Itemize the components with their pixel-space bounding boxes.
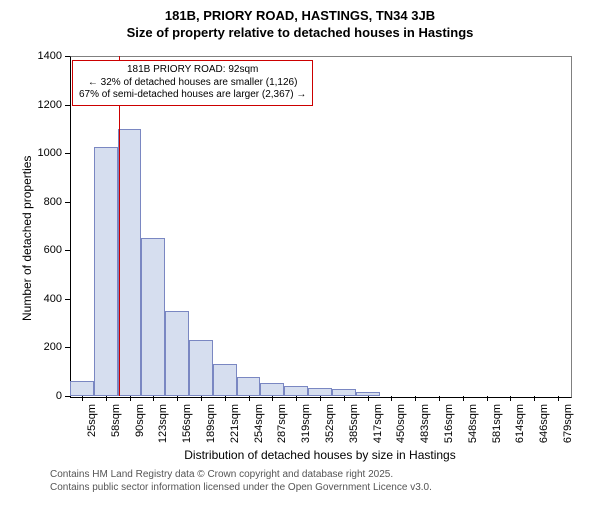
x-tick-label: 90sqm [134, 404, 146, 444]
y-tick-mark [65, 202, 70, 203]
x-tick-mark [249, 396, 250, 401]
x-tick-label: 483sqm [419, 404, 431, 444]
x-tick-mark [391, 396, 392, 401]
x-tick-mark [201, 396, 202, 401]
y-tick-mark [65, 56, 70, 57]
x-tick-label: 385sqm [348, 404, 360, 444]
x-tick-mark [510, 396, 511, 401]
annotation-line1: 181B PRIORY ROAD: 92sqm [79, 64, 306, 77]
x-tick-label: 319sqm [300, 404, 312, 444]
y-tick-mark [65, 250, 70, 251]
histogram-bar [308, 388, 332, 397]
histogram-bar [165, 311, 189, 396]
y-tick-label: 1000 [32, 147, 62, 159]
x-tick-label: 646sqm [538, 404, 550, 444]
y-tick-mark [65, 153, 70, 154]
x-tick-mark [272, 396, 273, 401]
x-tick-label: 287sqm [276, 404, 288, 444]
x-tick-mark [153, 396, 154, 401]
x-axis-label: Distribution of detached houses by size … [70, 448, 570, 462]
histogram-bar [118, 129, 142, 396]
x-tick-mark [106, 396, 107, 401]
x-tick-mark [320, 396, 321, 401]
x-tick-mark [534, 396, 535, 401]
histogram-bar [332, 389, 356, 396]
x-tick-mark [487, 396, 488, 401]
chart-title-line1: 181B, PRIORY ROAD, HASTINGS, TN34 3JB [0, 8, 600, 23]
x-tick-mark [296, 396, 297, 401]
x-tick-mark [558, 396, 559, 401]
y-tick-label: 600 [32, 244, 62, 256]
footer-line1: Contains HM Land Registry data © Crown c… [50, 468, 432, 481]
x-tick-mark [177, 396, 178, 401]
property-marker-line [119, 56, 120, 396]
x-tick-mark [415, 396, 416, 401]
x-tick-label: 123sqm [157, 404, 169, 444]
x-tick-label: 516sqm [443, 404, 455, 444]
histogram-bar [94, 147, 118, 396]
footer-line2: Contains public sector information licen… [50, 481, 432, 494]
x-tick-label: 548sqm [467, 404, 479, 444]
x-tick-label: 156sqm [181, 404, 193, 444]
x-tick-label: 679sqm [562, 404, 574, 444]
x-tick-mark [439, 396, 440, 401]
x-tick-label: 352sqm [324, 404, 336, 444]
x-tick-label: 254sqm [253, 404, 265, 444]
property-annotation: 181B PRIORY ROAD: 92sqm← 32% of detached… [72, 60, 313, 106]
histogram-bar [284, 386, 308, 396]
y-tick-label: 200 [32, 341, 62, 353]
y-tick-label: 1400 [32, 50, 62, 62]
y-tick-mark [65, 396, 70, 397]
x-tick-mark [344, 396, 345, 401]
x-tick-mark [368, 396, 369, 401]
annotation-line2: ← 32% of detached houses are smaller (1,… [79, 77, 306, 90]
chart-footer: Contains HM Land Registry data © Crown c… [50, 468, 432, 494]
y-tick-mark [65, 105, 70, 106]
x-tick-mark [463, 396, 464, 401]
chart-title-line2: Size of property relative to detached ho… [0, 25, 600, 40]
x-tick-label: 25sqm [86, 404, 98, 444]
y-tick-label: 1200 [32, 99, 62, 111]
histogram-bar [213, 364, 237, 396]
x-tick-mark [130, 396, 131, 401]
x-tick-mark [225, 396, 226, 401]
y-tick-label: 0 [32, 390, 62, 402]
histogram-bar [189, 340, 213, 396]
y-tick-label: 800 [32, 196, 62, 208]
x-tick-label: 417sqm [372, 404, 384, 444]
y-tick-mark [65, 299, 70, 300]
x-tick-label: 581sqm [491, 404, 503, 444]
histogram-bar [237, 377, 261, 396]
histogram-bar [260, 383, 284, 396]
x-tick-label: 614sqm [514, 404, 526, 444]
x-tick-label: 221sqm [229, 404, 241, 444]
histogram-bar [141, 238, 165, 396]
x-tick-mark [82, 396, 83, 401]
x-tick-label: 189sqm [205, 404, 217, 444]
x-tick-label: 450sqm [395, 404, 407, 444]
annotation-line3: 67% of semi-detached houses are larger (… [79, 89, 306, 102]
x-tick-label: 58sqm [110, 404, 122, 444]
y-tick-mark [65, 347, 70, 348]
histogram-bar [70, 381, 94, 396]
y-tick-label: 400 [32, 293, 62, 305]
